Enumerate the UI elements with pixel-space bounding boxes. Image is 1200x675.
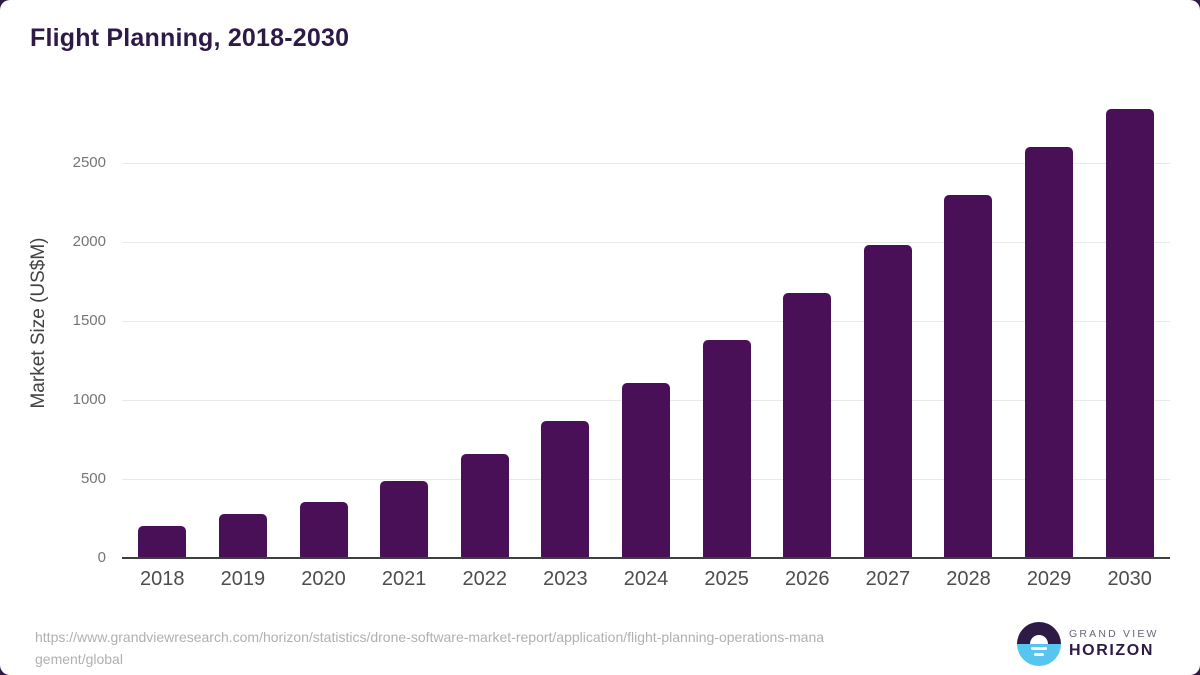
logo-text: GRAND VIEW HORIZON [1069, 628, 1159, 660]
logo-brand-bottom: HORIZON [1069, 642, 1154, 659]
bar-2019[interactable] [218, 513, 267, 558]
x-tick-label-2028: 2028 [946, 568, 991, 590]
y-tick-label-2500: 2500 [72, 154, 106, 172]
x-tick-label-2022: 2022 [462, 568, 508, 590]
y-tick-label-1000: 1000 [72, 391, 106, 409]
x-tick-label-2023: 2023 [543, 568, 588, 590]
bar-2018[interactable] [138, 526, 187, 558]
bar-2020[interactable] [299, 501, 348, 558]
x-tick-label-2018: 2018 [140, 568, 185, 590]
x-tick-label-2029: 2029 [1026, 568, 1072, 590]
reflection-dash [1034, 652, 1044, 656]
gridline-2500 [122, 163, 1170, 165]
y-tick-label-1500: 1500 [72, 312, 106, 330]
source-url: https://www.grandviewresearch.com/horizo… [35, 626, 824, 670]
bar-2026[interactable] [783, 293, 832, 558]
x-tick-label-2030: 2030 [1107, 568, 1152, 590]
x-tick-label-2021: 2021 [381, 568, 427, 590]
sun-arch-shape [1030, 635, 1048, 644]
bar-2029[interactable] [1025, 147, 1074, 558]
y-tick-label-0: 0 [97, 549, 106, 566]
x-tick-label-2025: 2025 [704, 568, 749, 590]
bar-2023[interactable] [541, 421, 590, 558]
x-tick-label-2026: 2026 [784, 568, 830, 590]
horizon-sun-icon [1017, 622, 1061, 666]
x-axis-line [122, 557, 1170, 559]
bar-2030[interactable] [1105, 109, 1154, 558]
y-tick-label-2000: 2000 [72, 233, 106, 251]
x-tick-label-2020: 2020 [301, 568, 346, 590]
bar-2022[interactable] [460, 453, 509, 558]
bar-2024[interactable] [622, 382, 670, 558]
x-tick-label-2019: 2019 [220, 568, 266, 590]
bar-2028[interactable] [944, 194, 993, 558]
chart-title: Flight Planning, 2018-2030 [30, 24, 350, 52]
reflection-dash [1031, 646, 1047, 650]
x-tick-label-2027: 2027 [865, 568, 911, 590]
bar-2025[interactable] [702, 340, 751, 558]
bar-2027[interactable] [863, 244, 912, 558]
bar-2021[interactable] [380, 481, 429, 558]
source-url-line1: https://www.grandviewresearch.com/horizo… [35, 629, 825, 645]
logo-brand-top: GRAND VIEW [1069, 628, 1159, 640]
gridline-1500 [122, 321, 1170, 323]
x-tick-label-2024: 2024 [623, 568, 669, 590]
source-url-line2: gement/global [35, 651, 123, 667]
y-tick-label-500: 500 [80, 470, 106, 488]
gridline-2000 [122, 242, 1170, 244]
grand-view-horizon-logo: GRAND VIEW HORIZON [1017, 622, 1159, 666]
